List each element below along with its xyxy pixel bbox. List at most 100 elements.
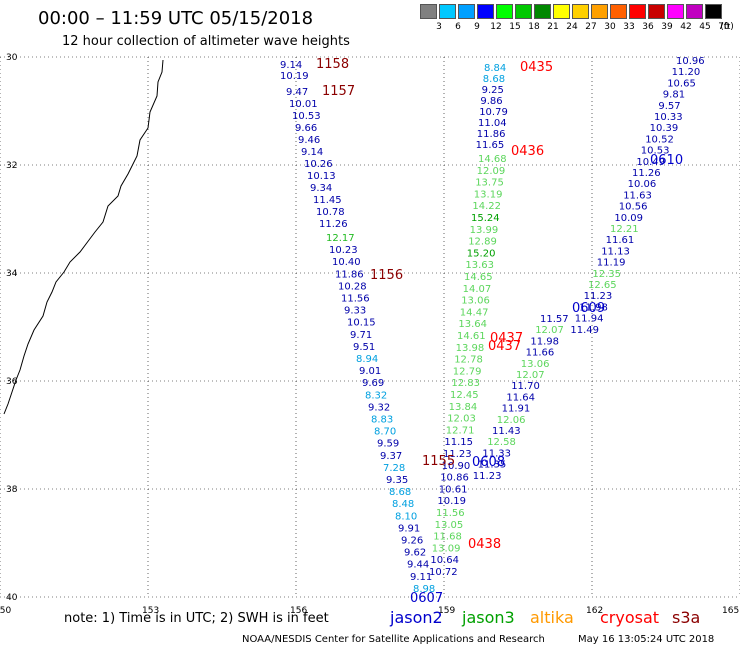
p1157-value: 9.47	[286, 87, 308, 98]
p0610-value: 9.57	[658, 101, 680, 112]
legend-cryosat: cryosat	[600, 608, 660, 627]
p1156-value: 9.91	[398, 523, 420, 534]
colorbar-label: 39	[661, 22, 673, 32]
lat-tick-label: 30	[6, 53, 18, 63]
p1156-value: 8.94	[356, 354, 378, 365]
p1155-label: 1155	[422, 454, 455, 469]
p0610-value: 10.65	[667, 78, 696, 89]
p0435-label: 0435	[520, 60, 553, 75]
p0609-value: 12.06	[497, 415, 526, 426]
p0436-value: 10.72	[429, 567, 458, 578]
p0610-value: 10.52	[645, 134, 674, 145]
colorbar-label: 15	[509, 22, 521, 32]
p1157-value: 11.26	[319, 219, 348, 230]
p0436-value: 12.78	[454, 355, 483, 366]
p1156-value: 9.69	[362, 378, 384, 389]
p0436-value: 15.20	[467, 248, 496, 259]
p1157-value: 10.53	[292, 111, 321, 122]
p1156-value: 10.23	[329, 245, 358, 256]
p1156-value: 8.32	[365, 390, 387, 401]
p0436-label: 0436	[511, 144, 544, 159]
p0437-label: 0437	[488, 339, 521, 354]
p0435-value: 9.86	[480, 96, 502, 107]
p0609-value: 11.91	[502, 404, 531, 415]
p1156-value: 8.70	[374, 427, 396, 438]
lat-tick-label: 32	[6, 161, 17, 171]
p0610-value: 10.56	[619, 202, 648, 213]
p1156-value: 9.44	[407, 560, 429, 571]
p0436-value: 14.47	[460, 307, 489, 318]
p0610-value: 10.33	[654, 112, 683, 123]
p0610-value: 11.19	[597, 258, 626, 269]
p1157-value: 9.34	[310, 183, 332, 194]
p1156-value: 9.01	[359, 366, 381, 377]
coastline-path	[3, 59, 164, 415]
p0436-value: 12.45	[450, 390, 479, 401]
p1156-value: 9.35	[386, 475, 408, 486]
p0609-value: 11.66	[526, 348, 555, 359]
colorbar-swatch	[553, 4, 570, 19]
colorbar-label: 45	[699, 22, 711, 32]
colorbar-unit: (ft)	[720, 22, 734, 32]
p0610-value: 11.94	[575, 314, 604, 325]
lat-tick-label: 36	[6, 377, 18, 387]
colorbar-label: 33	[623, 22, 635, 32]
p1158-label: 1158	[316, 57, 349, 72]
p0610-value: 10.06	[628, 179, 657, 190]
p0436-value: 13.98	[456, 343, 485, 354]
colorbar-swatch	[705, 4, 722, 19]
p1156-value: 10.40	[332, 257, 361, 268]
p0609-value: 11.98	[530, 336, 559, 347]
p0610-value: 11.63	[623, 190, 652, 201]
lat-tick-label: 40	[6, 593, 18, 603]
p0436-value: 13.63	[465, 260, 494, 271]
p0436-value: 12.83	[451, 378, 480, 389]
lon-tick-label: 150	[0, 606, 11, 616]
p0435-value: 10.79	[479, 107, 508, 118]
colorbar-label: 24	[566, 22, 578, 32]
p0609-value: 11.64	[506, 392, 535, 403]
p0436-value: 12.03	[447, 414, 476, 425]
p1157-value: 11.45	[313, 195, 342, 206]
p0437-label-secondary: 0437	[490, 331, 523, 346]
lon-tick-label: 165	[722, 606, 739, 616]
colorbar-swatch	[648, 4, 665, 19]
lat-tick-label: 38	[6, 485, 18, 495]
p1156-value: 12.17	[326, 233, 355, 244]
p0436-value: 13.99	[470, 225, 499, 236]
p0610-value: 10.53	[641, 146, 670, 157]
p0607-label: 0607	[410, 591, 443, 606]
p0436-value: 10.64	[430, 555, 459, 566]
p0610-value: 11.26	[632, 168, 661, 179]
colorbar-swatch	[496, 4, 513, 19]
p1156-value: 8.83	[371, 415, 393, 426]
colorbar-label: 6	[455, 22, 461, 32]
p0610-value: 11.49	[570, 325, 599, 336]
p1156-value: 7.28	[383, 463, 405, 474]
p0609-value: 11.57	[540, 314, 569, 325]
p0436-value: 13.06	[461, 296, 490, 307]
p0610-label: 0610	[650, 153, 683, 168]
p0609-value: 11.70	[511, 381, 540, 392]
page-title: 00:00 – 11:59 UTC 05/15/2018	[38, 8, 314, 29]
p0610-value: 10.39	[650, 123, 679, 134]
lat-tick-label: 34	[6, 269, 18, 279]
colorbar-swatch	[477, 4, 494, 19]
satellite-tracks: 9.1410.199.4710.0110.539.669.469.1410.26…	[280, 56, 705, 606]
p1156-value: 9.33	[344, 306, 366, 317]
p1156-value: 9.71	[350, 330, 372, 341]
colorbar-label: 36	[642, 22, 654, 32]
p1157-value: 9.46	[298, 135, 320, 146]
p0436-value: 14.22	[472, 201, 501, 212]
colorbar-swatch	[439, 4, 456, 19]
p0436-value: 14.07	[463, 284, 492, 295]
colorbar-label: 3	[436, 22, 442, 32]
map-grid	[0, 56, 740, 598]
p0609-value: 11.33	[482, 448, 511, 459]
p0436-value: 14.65	[464, 272, 493, 283]
p0610-value: 12.21	[610, 224, 639, 235]
p1156-label: 1156	[370, 268, 403, 283]
p0608-label: 0608	[472, 455, 505, 470]
colorbar-swatch	[610, 4, 627, 19]
p1156-value: 10.28	[338, 281, 367, 292]
